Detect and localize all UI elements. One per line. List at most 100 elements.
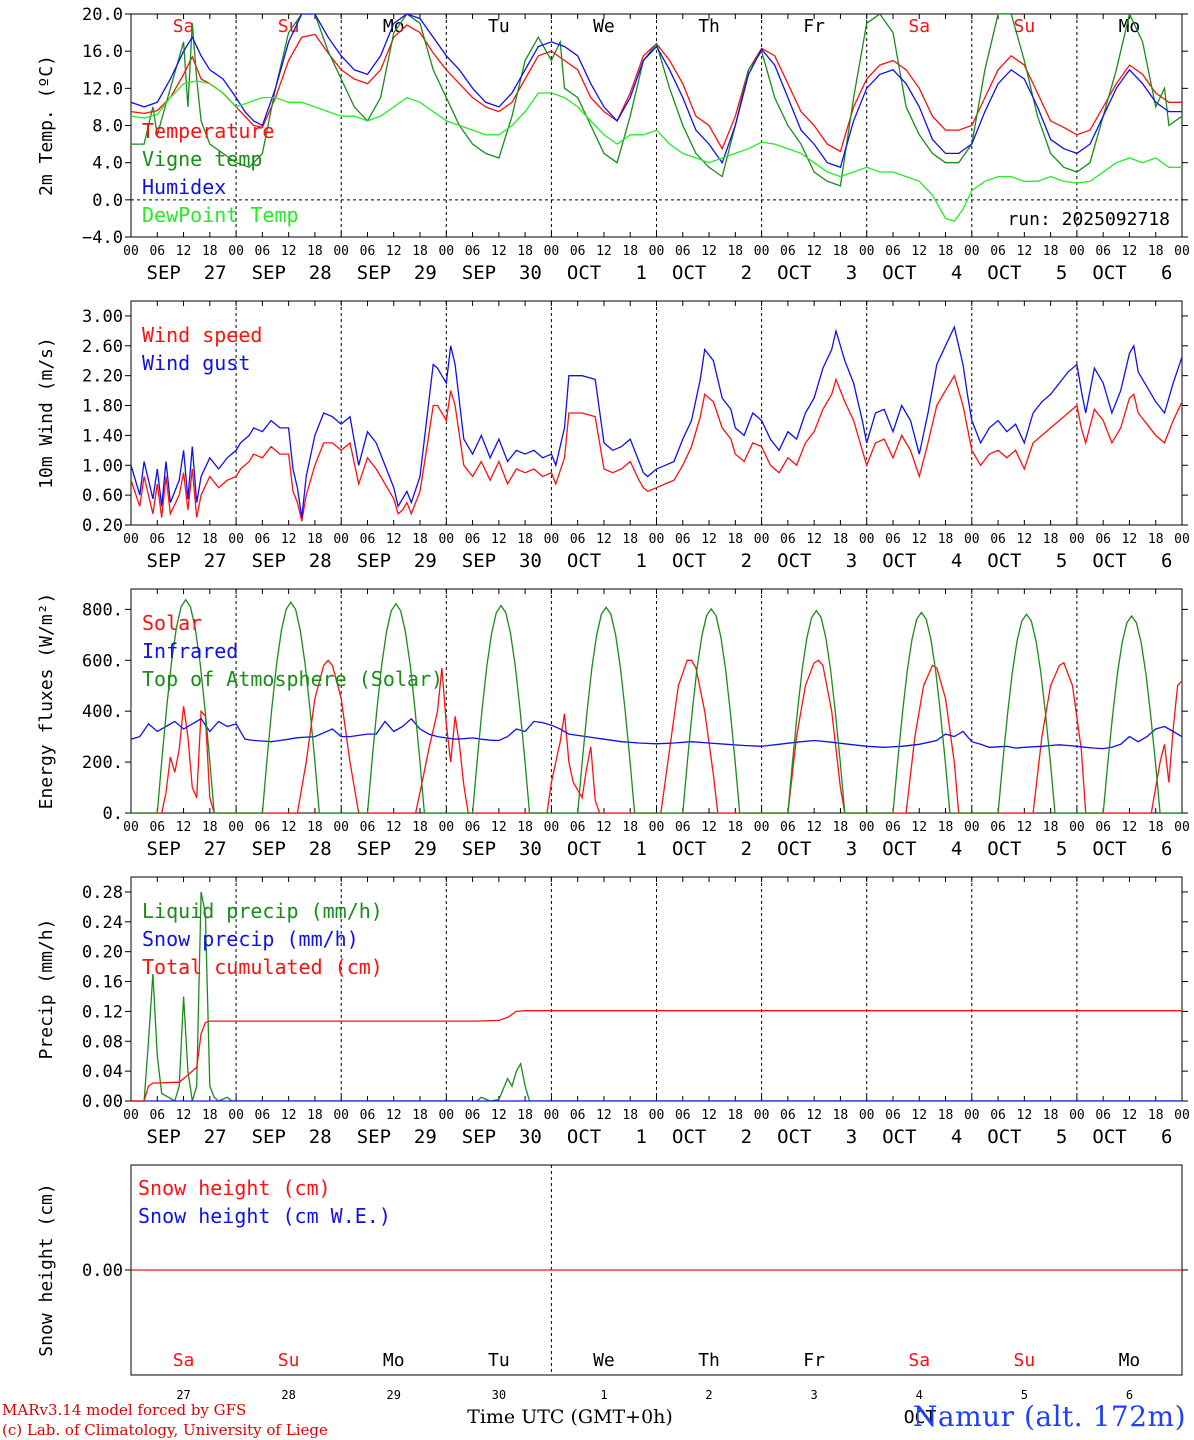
series-line-liquid-precip-mm-h- [131,891,1182,1101]
hour-label: 12 [911,244,927,259]
weekday-label: Mo [1119,16,1141,37]
y-tick-label: 0. [103,804,123,824]
y-tick-label: 2.60 [82,337,123,357]
hour-label: 00 [649,820,665,835]
hour-label: 18 [622,532,638,547]
hour-label: 06 [990,244,1006,259]
date-label: SEP 29 [357,838,437,860]
date-label: OCT 3 [777,262,857,284]
date-label: OCT 2 [672,262,752,284]
hour-label: 00 [754,1108,770,1123]
hour-label: 06 [1095,244,1111,259]
weekday-label: Th [698,16,720,37]
y-tick-label: 3.00 [82,307,123,327]
weekday-label: Su [1014,1350,1036,1371]
date-label: OCT 1 [567,1126,647,1148]
station-name: Namur (alt. 172m) [912,1400,1186,1433]
hour-label: 06 [360,532,376,547]
hour-label: 18 [307,820,323,835]
y-tick-label: 800. [82,600,123,620]
hour-label: 18 [938,1108,954,1123]
y-tick-label: 0.20 [82,516,123,536]
hour-label: 12 [701,244,717,259]
hour-label: 00 [333,1108,349,1123]
hour-label: 12 [176,820,192,835]
hour-label: 18 [938,244,954,259]
hour-label: 18 [1148,244,1164,259]
date-label: OCT 1 [567,838,647,860]
hour-label: 00 [438,1108,454,1123]
hour-label: 12 [1122,1108,1138,1123]
panel-energy: 0. 200. 400. 600. 800. Energy fluxes (W/m²) 00… [36,588,1190,860]
hour-label: 06 [990,1108,1006,1123]
series-group [131,891,1182,1101]
date-label: OCT 5 [987,550,1067,572]
hour-label: 12 [701,820,717,835]
hour-label: 18 [938,820,954,835]
date-label: SEP 30 [462,838,542,860]
hour-label: 12 [806,244,822,259]
hour-label: 00 [438,532,454,547]
hour-label: 12 [176,532,192,547]
hour-label: 06 [885,1108,901,1123]
legend-entry: Vigne temp [142,147,262,171]
date-label: OCT 6 [1092,262,1172,284]
y-tick-label: 400. [82,702,123,722]
hour-label: 18 [202,244,218,259]
hour-label: 12 [281,244,297,259]
weekday-label: Su [1014,16,1036,37]
x-axis-title: Time UTC (GMT+0h) [467,1406,673,1428]
hour-label: 18 [412,244,428,259]
series-line-total-cumulated-cm- [131,1010,1182,1101]
legend-entry: Top of Atmosphere (Solar) [142,667,443,691]
hour-label: 00 [228,1108,244,1123]
weekday-label: Sa [173,16,195,37]
weekday-label: Mo [1119,1350,1141,1371]
hour-label: 00 [544,532,560,547]
hour-label: 00 [123,820,139,835]
hour-label: 06 [570,244,586,259]
series-line-wind-speed [131,374,1182,522]
panel-frame [130,588,1183,814]
series-line-solar [131,659,1182,813]
date-label: SEP 30 [462,262,542,284]
hour-label: 12 [596,1108,612,1123]
date-label: SEP 29 [357,1126,437,1148]
hour-label: 18 [833,820,849,835]
hour-label: 12 [1122,820,1138,835]
hour-label: 18 [517,1108,533,1123]
y-axis-label: 2m Temp. (ºC) [36,55,57,196]
y-axis-label: Precip (mm/h) [36,919,57,1060]
hour-label: 06 [255,1108,271,1123]
hour-label: 00 [754,820,770,835]
day-number-label: 30 [492,1388,506,1402]
y-tick-label: 200. [82,753,123,773]
date-label: OCT 3 [777,838,857,860]
y-tick-label: −4.0 [82,228,123,248]
y-tick-label: 4.0 [92,154,123,174]
hour-label: 00 [333,244,349,259]
legend-entry: Snow precip (mm/h) [142,927,359,951]
y-tick-label: 0.24 [82,913,123,933]
y-tick-label: 12.0 [82,79,123,99]
hour-label: 12 [1017,1108,1033,1123]
date-label: SEP 27 [147,262,227,284]
panel-temperature: −4.0 0.0 4.0 8.0 12.0 16.0 20.0 2m Temp. (ºC) 00… [36,5,1190,284]
hour-label: 18 [307,1108,323,1123]
hour-label: 06 [990,820,1006,835]
hour-label: 12 [806,532,822,547]
y-axis-label: Energy fluxes (W/m²) [36,593,57,810]
y-tick-label: 2.20 [82,367,123,387]
hour-label: 18 [622,820,638,835]
date-label: SEP 29 [357,262,437,284]
date-label: SEP 29 [357,550,437,572]
hour-label: 00 [859,1108,875,1123]
weekday-label: Sa [173,1350,195,1371]
weekday-label: Th [698,1350,720,1371]
hour-label: 06 [780,244,796,259]
hour-label: 18 [1043,1108,1059,1123]
weekday-label: We [593,16,615,37]
hour-label: 18 [1043,532,1059,547]
weekday-label: Su [278,1350,300,1371]
